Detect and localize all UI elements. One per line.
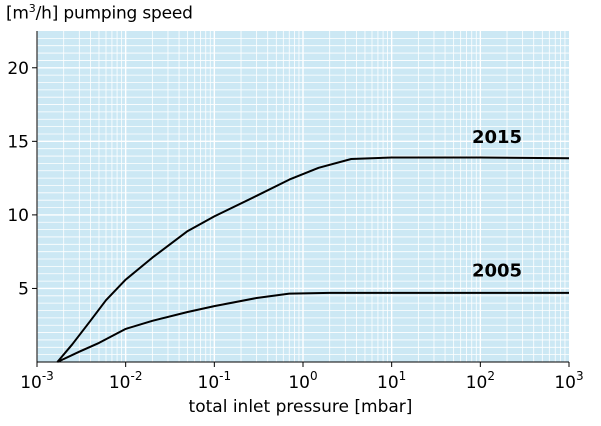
y-axis-label-post: /h] pumping speed bbox=[35, 3, 193, 24]
y-axis-label-superscript: 3 bbox=[28, 2, 36, 15]
y-tick-label: 5 bbox=[18, 279, 29, 299]
series-label-2005: 2005 bbox=[472, 261, 522, 282]
y-axis-label-pre: [m bbox=[6, 3, 29, 24]
x-tick-label: 100 bbox=[288, 369, 317, 393]
x-tick-label: 101 bbox=[377, 369, 406, 393]
x-axis-label: total inlet pressure [mbar] bbox=[188, 397, 413, 417]
x-tick-label: 10-1 bbox=[198, 369, 232, 393]
x-tick-label: 103 bbox=[554, 369, 583, 393]
x-tick-label: 10-3 bbox=[20, 369, 54, 393]
series-line-2015 bbox=[56, 156, 570, 363]
x-tick-label: 102 bbox=[466, 369, 495, 393]
y-tick-label: 15 bbox=[7, 132, 29, 152]
x-tick-label: 10-2 bbox=[109, 369, 143, 393]
y-tick-label: 10 bbox=[7, 206, 29, 226]
y-axis-label: [m3/h] pumping speed bbox=[6, 2, 193, 24]
series-line-2005 bbox=[56, 291, 569, 363]
y-tick-label: 20 bbox=[7, 59, 29, 79]
series-label-2015: 2015 bbox=[472, 127, 522, 148]
